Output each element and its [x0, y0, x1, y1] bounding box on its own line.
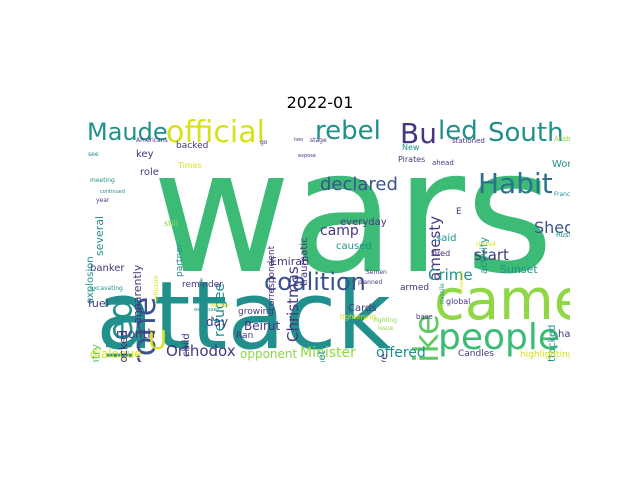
word-fighting: fighting [374, 317, 398, 324]
word-candles: Candles [458, 349, 494, 359]
word-schedule: schedule [459, 270, 465, 293]
word-stage: stage [310, 137, 327, 144]
word-day: day [206, 315, 229, 329]
word-correspondent: correspondent [267, 245, 277, 311]
word-new: New [402, 143, 420, 152]
word-americans: Americans [136, 137, 168, 144]
word-orthodox: Orthodox [166, 342, 236, 360]
word-tightening: tightening [340, 313, 376, 321]
word-attack: attack [96, 262, 392, 363]
word-work: Work [552, 159, 570, 170]
word-people: people [438, 317, 561, 358]
word-base: base [416, 313, 433, 321]
word-wonder: Wonder [210, 303, 230, 309]
word-u: U [148, 326, 168, 356]
word-opponent: opponent [240, 347, 298, 361]
word-knocked: knocked [117, 329, 130, 362]
word-partner: partner [175, 243, 185, 278]
word-fired: fired [432, 249, 451, 258]
word-sunset: Sunset [500, 263, 538, 276]
word-beirut: Beirut [244, 319, 281, 333]
word-caused: caused [336, 241, 372, 252]
word-south: South [488, 118, 564, 148]
word-child: child [181, 333, 192, 357]
word-maude: Maude [87, 118, 168, 146]
word-led: led [438, 118, 478, 146]
word-came: came [434, 268, 570, 333]
word-crime: Crime [428, 266, 473, 284]
word-expose: expose [298, 153, 316, 159]
word-still: still [164, 219, 178, 228]
word-wars: wars [152, 118, 554, 312]
word-expressed: expressed [194, 307, 220, 313]
word-emirati: Emirati [270, 255, 310, 268]
word-fuel: fuel [88, 297, 109, 310]
word-two: two [294, 137, 304, 143]
word-e: E [456, 207, 462, 217]
word-camp: camp [320, 223, 359, 239]
word-several: several [93, 215, 106, 256]
word-semen: Semen [366, 269, 387, 276]
word-destructive: destructive [379, 354, 390, 362]
word-traumatic: traumatic [299, 237, 310, 286]
word-pirates: Pirates [398, 155, 426, 164]
word-internet: internet [317, 350, 328, 362]
word-criticism: criticism [153, 276, 160, 302]
word-official: official [166, 118, 265, 150]
word-role: role [140, 167, 159, 178]
word-see: see [88, 151, 99, 158]
word-issue: issue [378, 325, 394, 332]
word-everyday: everyday [340, 217, 387, 228]
word-global: global [446, 297, 471, 306]
word-bu: Bu [400, 118, 437, 150]
word-backed: backed [176, 141, 209, 151]
word-cards: Cards [348, 303, 377, 314]
word-month: month [116, 327, 155, 341]
word-arab: Arab [554, 135, 570, 143]
word-reminder: reminder [182, 280, 223, 290]
word-missile: missile [439, 283, 446, 305]
word-ha: ha [558, 329, 570, 340]
word-dialogue: dialogue [90, 347, 142, 361]
word-apparently: apparently [131, 264, 144, 325]
word-excavating: excavating [90, 285, 123, 292]
word-ahead: ahead [432, 159, 454, 167]
word-coalition: coalition [264, 268, 366, 296]
word-declared: declared [320, 174, 398, 195]
word-times: Times [178, 161, 202, 170]
word-planned: planned [358, 279, 383, 286]
word-rebel: rebel [315, 118, 381, 146]
word-france: France [554, 191, 570, 198]
word-growing: growing [238, 307, 274, 317]
word-stationed: stationed [452, 137, 485, 145]
word-include: include [199, 277, 205, 296]
word-meeting: meeting [90, 177, 115, 184]
page-title: 2022-01 [286, 93, 354, 112]
word-ran: Ran [236, 331, 254, 341]
word-shed: Shed [534, 218, 570, 237]
word-country: country [89, 344, 102, 362]
word-habit: Habit [478, 167, 553, 200]
word-continued: continued [100, 189, 125, 195]
word-go: go [260, 139, 268, 146]
word-minister: Minister [300, 345, 356, 361]
word-offered: offered [376, 345, 426, 361]
word-start: start [474, 246, 509, 264]
word-russia: Russia [556, 231, 570, 239]
word-united: United [476, 241, 496, 248]
word-armed: armed [400, 283, 430, 293]
word-key: key [136, 149, 154, 160]
word-banker: banker [90, 263, 125, 274]
word-said: said [436, 233, 457, 244]
word-highlighting: highlighting [520, 350, 570, 360]
word-year: year [96, 197, 110, 204]
